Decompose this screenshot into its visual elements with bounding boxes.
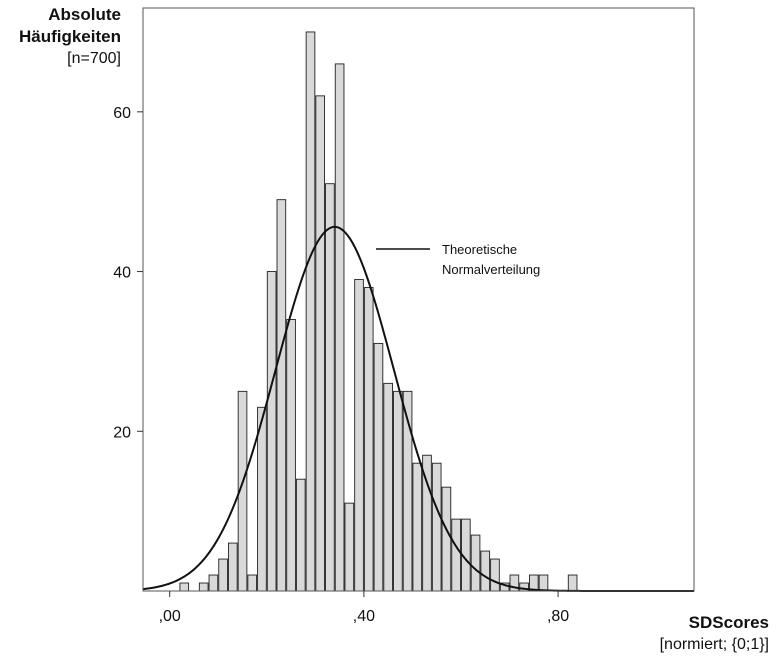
histogram-bar bbox=[363, 287, 374, 592]
x-axis-note: [normiert; {0;1}] bbox=[659, 636, 769, 653]
histogram-bar bbox=[441, 486, 452, 592]
histogram-bar bbox=[315, 95, 325, 592]
histogram-bar bbox=[305, 31, 316, 592]
plot-frame bbox=[142, 7, 695, 592]
y-axis-ticks: 20 40 60 bbox=[113, 105, 143, 441]
y-axis-note: [n=700] bbox=[67, 50, 121, 67]
histogram-bar bbox=[431, 462, 442, 592]
histogram-bar bbox=[344, 502, 355, 592]
annotation-label-line1: Theoretische bbox=[442, 242, 517, 257]
histogram-bar bbox=[276, 199, 287, 592]
y-tick-label: 60 bbox=[113, 105, 131, 122]
histogram-bar bbox=[490, 558, 500, 592]
histogram-bar bbox=[208, 574, 219, 592]
histogram-bar bbox=[228, 542, 238, 592]
histogram-bar bbox=[538, 574, 549, 592]
x-tick-label: ,00 bbox=[159, 608, 181, 625]
histogram-bar bbox=[334, 63, 345, 592]
x-axis-title: SDScores [normiert; {0;1}] bbox=[660, 612, 769, 656]
histogram-bar bbox=[354, 279, 364, 592]
histogram-bar bbox=[451, 518, 461, 592]
histogram-bar bbox=[412, 462, 423, 592]
annotation-label-line2: Normalverteilung bbox=[442, 262, 540, 277]
histogram-bar bbox=[286, 319, 296, 592]
histogram-bar bbox=[218, 558, 228, 592]
histogram-bar bbox=[383, 382, 393, 592]
y-axis-title-line2: Häufigkeiten bbox=[18, 27, 121, 46]
histogram-bar bbox=[567, 574, 578, 592]
x-tick-label: ,80 bbox=[547, 608, 569, 625]
histogram-bar bbox=[470, 534, 481, 592]
y-tick-label: 20 bbox=[113, 424, 131, 441]
histogram-bars bbox=[179, 31, 578, 592]
histogram-bar bbox=[325, 183, 335, 592]
histogram-bar bbox=[257, 406, 267, 592]
histogram-bar bbox=[393, 390, 403, 592]
histogram-bar bbox=[295, 478, 306, 592]
x-axis-title-main: SDScores bbox=[688, 613, 769, 632]
histogram-bar bbox=[198, 582, 209, 592]
y-tick-label: 40 bbox=[113, 265, 131, 282]
y-axis-title-line1: Absolute bbox=[48, 5, 121, 24]
y-axis-title: Absolute Häufigkeiten [n=700] bbox=[19, 4, 121, 70]
x-tick-label: ,40 bbox=[353, 608, 375, 625]
histogram-bar bbox=[266, 271, 277, 592]
histogram-bar bbox=[480, 550, 491, 592]
histogram-bar bbox=[179, 582, 190, 592]
histogram-bar bbox=[247, 574, 258, 592]
histogram-bar bbox=[373, 342, 384, 592]
x-axis-ticks: ,00 ,40 ,80 bbox=[159, 591, 569, 625]
